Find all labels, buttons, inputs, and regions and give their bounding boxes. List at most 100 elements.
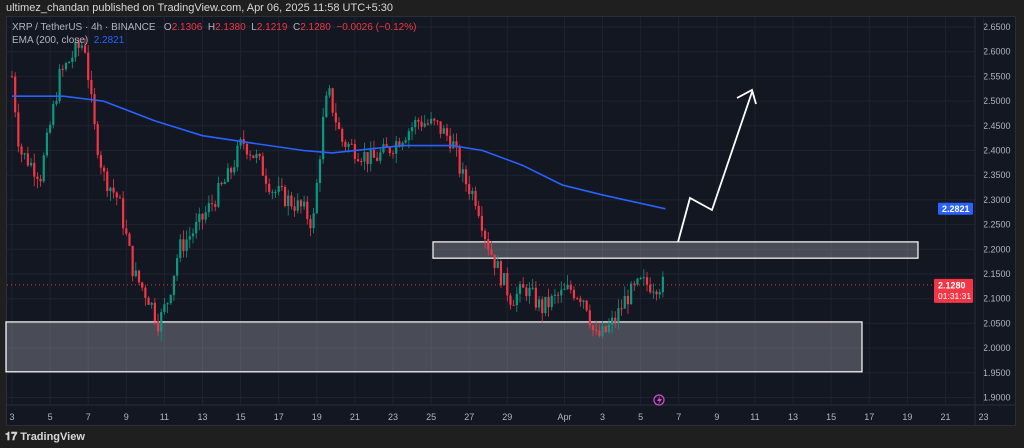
candle-body (322, 116, 325, 160)
candle-body (147, 297, 150, 305)
candle-body (90, 79, 93, 95)
candle-body (179, 239, 182, 258)
candle (233, 159, 236, 176)
candle (382, 138, 385, 154)
candle-body (220, 183, 223, 185)
candle-body (226, 168, 229, 182)
candle-body (356, 159, 360, 162)
candle-body (217, 183, 220, 207)
candle (455, 133, 458, 157)
candle-body (579, 298, 582, 302)
candle (191, 228, 195, 244)
candle (649, 277, 652, 294)
candle (525, 284, 528, 302)
x-tick-label: 15 (826, 412, 836, 422)
candle (322, 107, 325, 164)
x-tick-label: Apr (557, 412, 571, 422)
candle (395, 135, 398, 164)
candle (226, 163, 229, 183)
y-tick-label: 1.9000 (983, 393, 1011, 403)
candle-body (29, 162, 33, 166)
candle-body (39, 178, 42, 182)
candle (20, 143, 23, 163)
candle-body (493, 254, 496, 269)
candle (652, 283, 655, 299)
candle-body (156, 321, 160, 332)
x-tick-label: 15 (236, 412, 246, 422)
event-lightning-icon (653, 394, 665, 406)
y-tick-label: 1.9500 (983, 368, 1011, 378)
candle (261, 152, 264, 177)
y-tick-label: 2.5500 (983, 71, 1011, 81)
candle (33, 153, 36, 187)
candle (423, 114, 426, 128)
ema-label[interactable]: EMA (200, close) (12, 35, 89, 46)
x-tick-label: 23 (979, 412, 989, 422)
candle (645, 271, 649, 292)
candle-body (99, 154, 102, 168)
candle (569, 280, 572, 294)
candle-body (658, 292, 661, 295)
candle-body (296, 200, 299, 211)
close-value: 2.1280 (300, 22, 331, 33)
candle-body (201, 213, 204, 220)
candle-body (480, 215, 483, 231)
y-tick-label: 2.0000 (983, 343, 1011, 353)
candle (534, 281, 537, 311)
chart-panel[interactable] (6, 16, 1016, 426)
ema-price-badge (938, 202, 973, 215)
zone-support (5, 321, 863, 373)
candle-body (534, 287, 537, 308)
candle-body (572, 289, 576, 299)
candle-body (87, 52, 90, 80)
candle-body (55, 101, 58, 104)
candle (296, 193, 299, 214)
candle (290, 191, 293, 210)
candle-body (588, 310, 591, 326)
candle (176, 254, 179, 281)
candle-body (303, 201, 306, 207)
candle (379, 148, 382, 164)
candle-body (118, 197, 122, 199)
candle-body (518, 284, 522, 294)
y-tick-label: 2.5000 (983, 96, 1011, 106)
candle (128, 232, 131, 247)
x-tick-label: 23 (388, 412, 398, 422)
candle (102, 165, 106, 181)
symbol-label[interactable]: XRP / TetherUS · 4h · BINANCE (12, 22, 156, 33)
candle-body (318, 159, 322, 183)
candle (480, 206, 483, 237)
candle (623, 286, 626, 309)
candle (471, 187, 474, 201)
candle (461, 162, 464, 183)
x-tick-label: 9 (124, 412, 129, 422)
candle (417, 117, 420, 130)
candle (52, 100, 55, 129)
candle-body (10, 76, 14, 78)
candle (214, 200, 217, 212)
ema-value: 2.2821 (93, 35, 125, 46)
y-tick-label: 2.3500 (983, 170, 1011, 180)
candle-body (115, 192, 118, 198)
candle-body (58, 68, 61, 102)
candle-body (353, 144, 356, 160)
candle-body (468, 184, 471, 195)
candle-body (563, 288, 566, 290)
candle (255, 149, 258, 164)
candle-body (109, 187, 112, 192)
candle-body (630, 283, 633, 305)
x-tick-label: 11 (160, 412, 169, 422)
candle-body (528, 287, 531, 297)
high-value: 2.1380 (215, 22, 246, 33)
candle-body (417, 119, 420, 122)
candle (439, 121, 442, 139)
lightning-glyph-icon (657, 396, 662, 405)
candle-body (487, 239, 490, 250)
candle (137, 270, 141, 286)
tradingview-logo[interactable]: 𝟏𝟕 TradingView (5, 431, 85, 444)
candle (604, 325, 607, 334)
candle-body (636, 278, 639, 285)
candle (356, 153, 360, 163)
x-tick-label: 21 (350, 412, 360, 422)
